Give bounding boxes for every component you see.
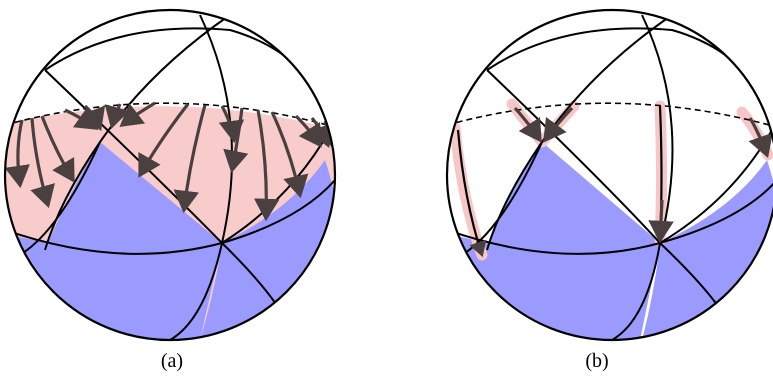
curve-b-1 (456, 129, 487, 258)
sphere-outline-b (445, 8, 773, 342)
arrow-a-7 (119, 101, 156, 127)
arc-b-3 (447, 179, 773, 255)
arc-a-5 (44, 27, 331, 111)
arrow-a-6 (104, 103, 130, 130)
panel-b (445, 8, 773, 342)
caption-a: (a) (160, 350, 184, 372)
arc-b-4 (611, 14, 674, 340)
arrow-a-1 (5, 119, 30, 189)
arrow-a-10 (218, 105, 245, 144)
arrow-a-3 (40, 115, 75, 183)
arrow-a-11 (223, 107, 249, 174)
arrow-a-8 (138, 103, 190, 178)
equator-b (447, 102, 773, 129)
equator-a (5, 102, 335, 129)
arrow-a-12 (253, 109, 280, 222)
arrow-a-2 (30, 117, 55, 209)
arrow-b-2 (543, 106, 574, 143)
arc-a-4 (169, 14, 234, 340)
sphere-outline-a (3, 8, 337, 342)
arc-a-6 (19, 141, 101, 256)
arrow-a-9 (173, 104, 207, 214)
arc-b-5 (486, 27, 773, 111)
arrow-b-1 (513, 106, 542, 143)
arrow-b-3 (648, 199, 674, 244)
arrow-b-4 (748, 117, 773, 159)
panel-a (3, 8, 337, 342)
arrow-a-13 (270, 111, 309, 199)
arc-a-3 (5, 179, 335, 255)
arrow-a-5 (81, 104, 106, 131)
caption-b: (b) (585, 350, 609, 372)
